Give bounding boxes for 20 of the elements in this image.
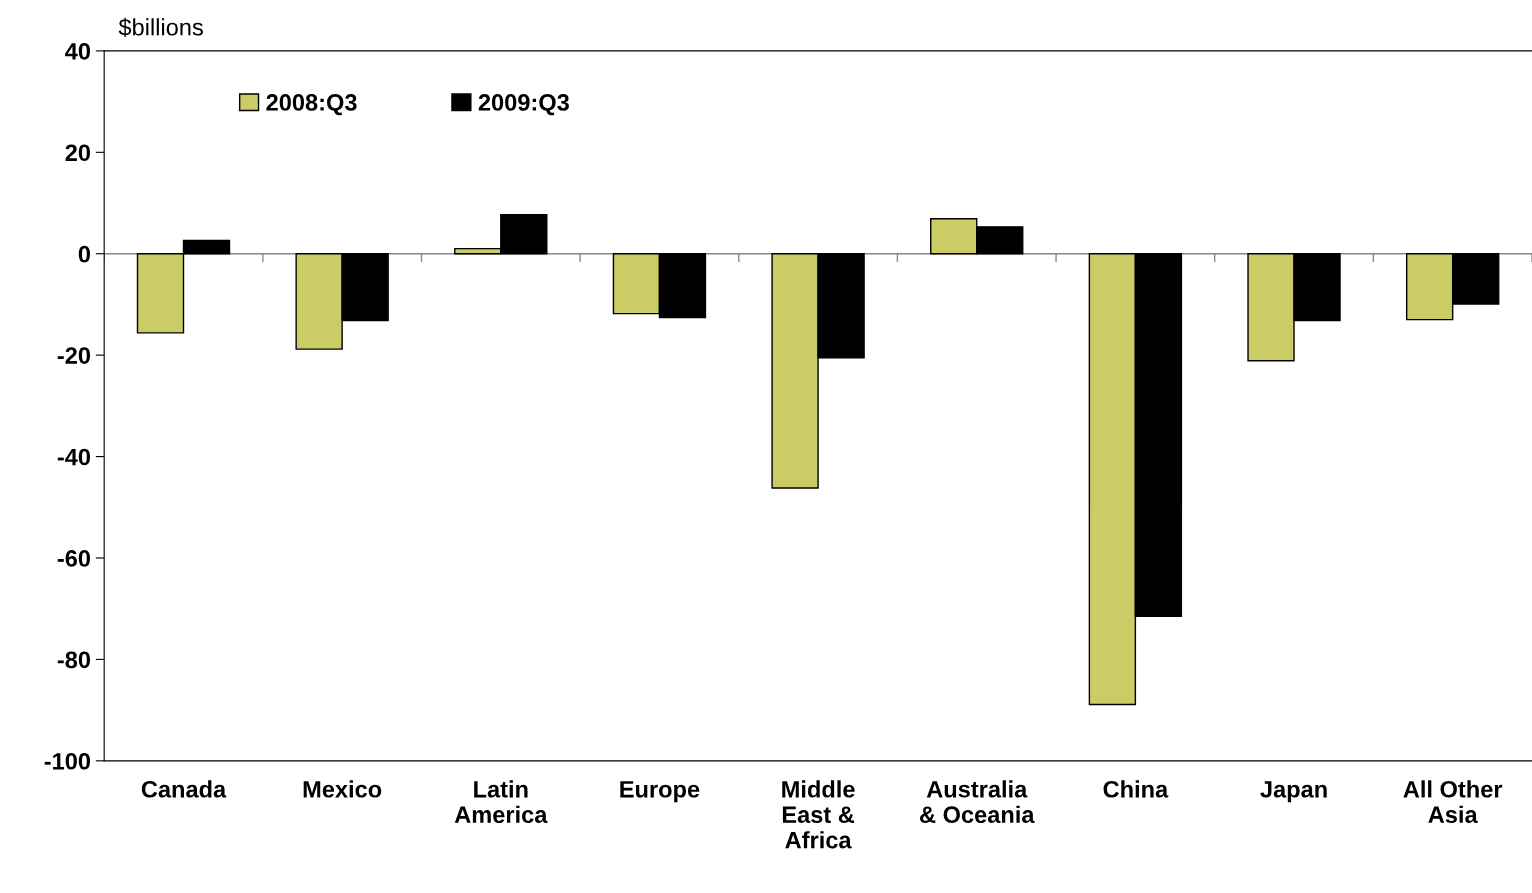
x-tick-label: Japan — [1260, 781, 1327, 803]
legend-label: 2008:Q3 — [266, 94, 357, 116]
y-tick-label: -40 — [57, 448, 91, 466]
x-tick-label: Mexico — [303, 780, 382, 798]
legend-label: 2009:Q3 — [478, 94, 569, 116]
x-tick-label: Australia & Oceania — [920, 780, 1035, 824]
y-tick-label: -100 — [44, 752, 91, 770]
x-tick-label: China — [1103, 780, 1169, 798]
x-tick-label: Canada — [141, 780, 227, 798]
x-tick-label: Europe — [620, 781, 700, 803]
y-tick-label: 20 — [65, 144, 91, 162]
x-tick-label: Latin America — [454, 780, 548, 824]
y-tick-label: -20 — [57, 347, 91, 364]
x-tick-label: Middle East & Africa — [782, 780, 855, 849]
x-tick-label: All Other Asia — [1403, 780, 1503, 824]
y-tick-label: 0 — [78, 245, 91, 263]
y-axis-title: $billions — [118, 17, 203, 37]
y-tick-label: 40 — [65, 42, 91, 60]
y-tick-label: -80 — [57, 651, 91, 669]
y-tick-label: -60 — [57, 550, 91, 567]
